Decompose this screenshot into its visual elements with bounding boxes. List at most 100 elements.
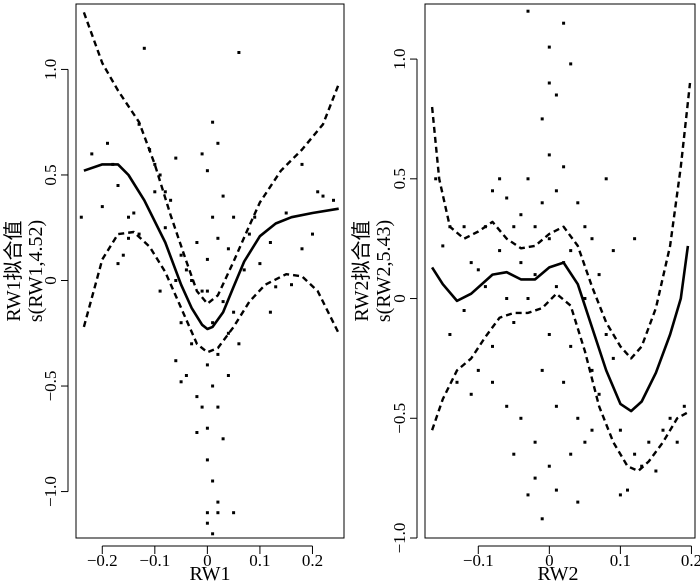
panel-rw2-point [569,62,573,66]
panel-rw2-point [505,297,509,300]
panel-rw1-point [221,437,225,441]
panel-rw2-point [483,285,487,289]
panel-rw2-y-tick-label: 0.5 [390,168,409,189]
panel-rw1-point [226,247,230,251]
panel-rw1-point [316,190,320,194]
panel-rw2-point [597,392,601,396]
panel-rw1-point [253,215,257,219]
panel-rw2-x-label: RW2 [537,563,578,584]
panel-rw2-point [554,285,558,289]
panel-rw1-y-tick-label: −1.0 [41,476,60,507]
panel-rw2-point [554,93,558,97]
panel-rw1-x-tick-label: 0.2 [302,551,323,570]
panel-rw1-point [190,279,194,282]
panel-rw2-point [618,493,622,497]
panel-rw2-point [462,309,466,312]
panel-rw2-point [583,440,587,444]
panel-rw1-point [205,426,209,430]
panel-rw1-point [200,289,204,293]
panel-rw2-point [540,117,544,121]
panel-rw1-point [90,152,94,156]
panel-rw1-point [195,241,199,244]
panel-rw1-point [205,257,209,261]
panel-rw2-point [569,344,573,348]
panel-rw2-point [526,493,530,497]
panel-rw2-point [491,189,494,193]
panel-rw1-point [142,46,146,50]
panel-rw2-point [562,21,566,25]
panel-rw1-point [211,532,215,536]
panel-rw1-point [232,511,236,515]
panel-rw2-y-label-line1: RW2拟合值 [350,220,373,321]
panel-rw1-point [184,268,188,272]
panel-rw1-point [216,500,220,504]
panel-rw1-point [127,215,130,219]
panel-rw2-point [526,177,530,181]
panel-rw1-point [195,395,199,399]
panel-rw2-point [640,464,644,468]
panel-rw1-point [300,247,304,251]
panel-rw1-point [321,194,325,198]
panel-rw2-upper-curve [430,82,692,360]
panel-rw2-point [611,356,615,360]
panel-rw2-point [583,297,587,300]
panel-rw1-x-axis: −0.2 −0.1 0 0.1 0.2 [87,545,323,570]
panel-rw2-point [476,268,480,272]
panel-rw1-point [179,321,183,325]
panel-rw2-scatter [434,9,686,521]
panel-rw1-point [116,184,120,187]
panel-rw2-point [647,440,651,444]
panel-rw2-y-tick-label: 1.0 [390,48,409,69]
panel-rw2-point [675,440,679,444]
panel-rw1-point [247,232,251,236]
panel-rw2-point [569,249,573,253]
panel-rw1-point [137,232,141,236]
panel-rw1-point [311,232,314,236]
panel-rw1-y-label-line1: RW1拟合值 [2,220,25,321]
panel-rw1-point [200,152,204,156]
panel-rw2-point [469,261,473,265]
panel-rw2-point [554,404,558,408]
panel-rw1-point [205,363,209,367]
panel-rw1-fit-curve [83,163,339,331]
panel-rw1-point [221,300,225,304]
panel-rw2-point [519,416,523,420]
panel-rw1-point [300,162,304,166]
panel-rw2-y-label-line2: s(RW2,5.43) [373,220,395,322]
panel-rw2-point [576,201,580,205]
panel-rw2-point [611,249,615,253]
panel-rw2-point [547,333,551,336]
panel-rw2-x-tick-label: 0.1 [610,551,631,570]
panel-rw1-point [116,262,120,266]
panel-rw2-point [547,45,551,49]
panel-rw2-point [668,416,672,420]
panel-rw2-point [554,189,558,193]
panel-rw1-point [79,215,83,219]
panel-rw2-point [533,476,537,480]
panel-rw2-frame [424,3,696,539]
panel-rw2-point [590,428,594,432]
panel-rw1-lower-curve [82,230,340,354]
panel-rw1-point [127,236,130,240]
panel-rw1-y-tick-label: 1.0 [41,59,60,80]
panel-rw2-point [491,344,494,348]
panel-rw1-point [242,268,246,272]
panel-rw2-point [576,500,580,504]
panel-rw1-point [158,173,162,177]
panel-rw2-point [533,225,537,229]
panel-rw2-y-tick-label: −0.5 [390,403,409,434]
panel-rw1-point [211,120,215,124]
panel-rw2-point [590,237,594,241]
panel-rw1-point [232,310,236,314]
panel-rw2-x-tick-label: 0 [545,551,554,570]
panel-rw2-y-tick-label: −1.0 [390,523,409,554]
panel-rw2-point [547,153,551,157]
panel-rw2-point [434,177,438,181]
panel-rw1-point [195,431,199,434]
panel-rw1-x-label: RW1 [189,563,230,584]
panel-rw1-point [211,479,215,483]
panel-rw1-point [174,359,178,363]
panel-rw2-point [604,177,608,181]
panel-rw1-y-axis: −1.0 −0.5 0 0.5 1.0 [41,59,69,507]
panel-rw1-point [179,253,183,257]
